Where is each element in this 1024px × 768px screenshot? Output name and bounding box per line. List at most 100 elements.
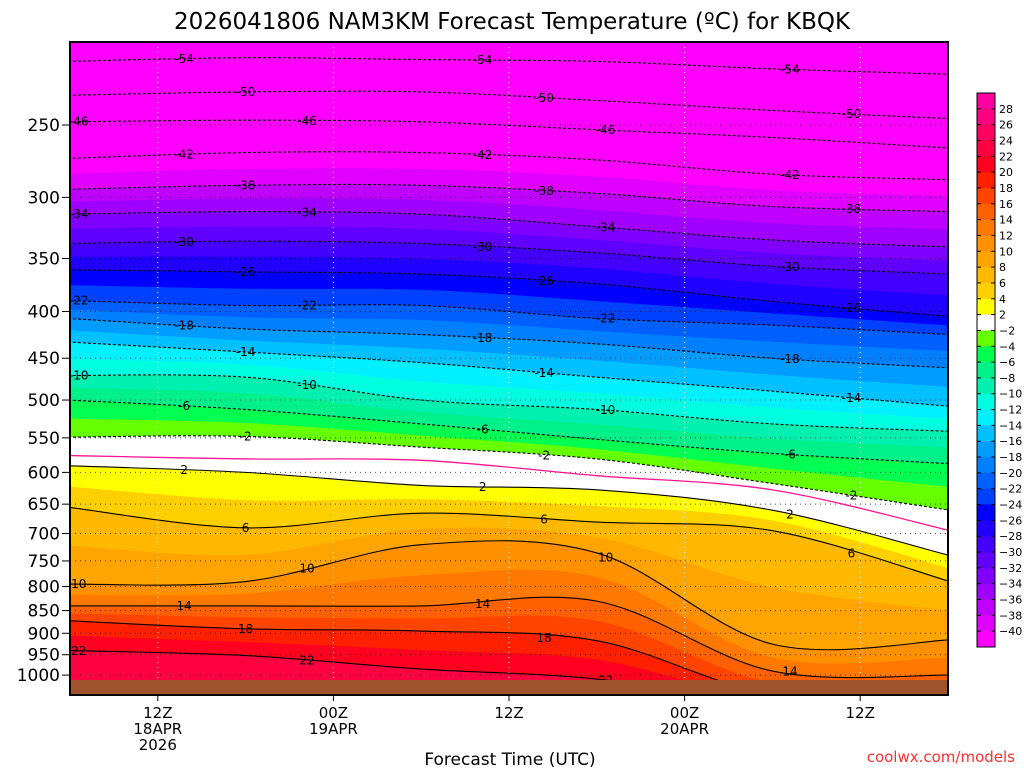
isotherm-label: 2 bbox=[479, 480, 487, 494]
isotherm--42 bbox=[70, 151, 948, 181]
isotherm--30 bbox=[70, 240, 948, 275]
isotherm--38 bbox=[70, 183, 948, 213]
y-tick-label: 350 bbox=[28, 250, 60, 270]
y-tick-label: 550 bbox=[28, 429, 60, 449]
colorbar-swatch bbox=[977, 156, 995, 173]
isotherm--14 bbox=[70, 341, 948, 407]
isotherm--46 bbox=[70, 119, 948, 149]
isotherm-label: 14 bbox=[475, 597, 490, 611]
colorbar-swatch bbox=[977, 425, 995, 442]
colorbar-label: −10 bbox=[999, 388, 1022, 401]
isotherm-label: -22 bbox=[69, 294, 89, 308]
y-tick-label: 1000 bbox=[17, 666, 60, 686]
isotherm-label: -42 bbox=[174, 148, 194, 162]
colorbar-swatch bbox=[977, 441, 995, 458]
colorbar-label: −2 bbox=[999, 324, 1015, 337]
isotherm-label: -18 bbox=[780, 352, 800, 366]
colorbar-label: −36 bbox=[999, 594, 1022, 607]
isotherm-label: 6 bbox=[540, 512, 548, 526]
x-tick-label: 12Z bbox=[846, 704, 875, 722]
colorbar-label: 22 bbox=[999, 150, 1013, 163]
colorbar-label: −12 bbox=[999, 404, 1022, 417]
y-tick-label: 250 bbox=[28, 116, 60, 136]
isotherm-label: 6 bbox=[848, 547, 856, 561]
isotherm-label: -6 bbox=[178, 399, 190, 413]
isotherm-label: -54 bbox=[780, 62, 800, 76]
isotherm-label: -30 bbox=[780, 260, 800, 274]
isotherm-label: -14 bbox=[236, 345, 256, 359]
x-tick-label: 19APR bbox=[309, 720, 358, 738]
colorbar-label: 16 bbox=[999, 198, 1013, 211]
colorbar-label: −38 bbox=[999, 609, 1022, 622]
y-tick-label: 300 bbox=[28, 188, 60, 208]
y-tick-label: 900 bbox=[28, 624, 60, 644]
colorbar-label: 2 bbox=[999, 309, 1006, 322]
colorbar-swatch bbox=[977, 124, 995, 141]
y-tick-label: 450 bbox=[28, 349, 60, 369]
colorbar-swatch bbox=[977, 377, 995, 395]
isotherm--54 bbox=[70, 57, 948, 75]
isotherm-label: -2 bbox=[845, 489, 857, 503]
colorbar-swatch bbox=[977, 615, 995, 632]
isotherm-label: -54 bbox=[473, 53, 493, 67]
colorbar-label: 14 bbox=[999, 214, 1013, 227]
isotherm-label: 2 bbox=[180, 463, 188, 477]
colorbar-label: −26 bbox=[999, 514, 1022, 527]
isotherm-label: -2 bbox=[538, 448, 550, 462]
y-tick-label: 950 bbox=[28, 646, 60, 666]
chart-title: 2026041806 NAM3KM Forecast Temperature (… bbox=[174, 9, 851, 35]
isotherm-10 bbox=[70, 540, 948, 651]
colorbar-frame bbox=[976, 92, 996, 648]
credit-link[interactable]: coolwx.com/models bbox=[867, 748, 1015, 766]
isotherm-label: -42 bbox=[473, 148, 493, 162]
colorbar-swatch bbox=[977, 488, 995, 506]
isotherm-label: -50 bbox=[534, 91, 554, 105]
isotherm-label: -38 bbox=[534, 184, 554, 198]
isotherm-label: 10 bbox=[299, 562, 314, 576]
colorbar-label: −4 bbox=[999, 340, 1015, 353]
colorbar-swatch bbox=[977, 172, 995, 189]
isotherm-label: -26 bbox=[236, 265, 256, 279]
x-tick-label: 18APR bbox=[133, 720, 182, 738]
isotherm-label: -26 bbox=[534, 274, 554, 288]
isotherm-label: -34 bbox=[69, 207, 89, 221]
colorbar-label: 24 bbox=[999, 134, 1013, 147]
colorbar-label: −8 bbox=[999, 372, 1015, 385]
isotherm--18 bbox=[70, 317, 948, 369]
colorbar-label: −34 bbox=[999, 578, 1022, 591]
colorbar-label: −40 bbox=[999, 625, 1022, 638]
colorbar-swatch bbox=[977, 599, 995, 616]
x-tick-label: 00Z bbox=[670, 704, 699, 722]
colorbar-label: 4 bbox=[999, 293, 1006, 306]
isotherm-6 bbox=[70, 506, 948, 582]
isotherm-label: -14 bbox=[842, 391, 862, 405]
y-tick-label: 600 bbox=[28, 463, 60, 483]
isotherm-label: -34 bbox=[596, 220, 616, 234]
isotherm-label: -42 bbox=[780, 168, 800, 182]
isotherm-label: -26 bbox=[842, 301, 862, 315]
colorbar-swatch bbox=[977, 187, 995, 205]
isotherm--26 bbox=[70, 269, 948, 317]
colorbar-swatch bbox=[977, 330, 995, 347]
isotherm-label: -46 bbox=[69, 115, 89, 129]
isotherm-label: -34 bbox=[297, 206, 317, 220]
colorbar-swatch bbox=[977, 267, 995, 284]
colorbar-swatch bbox=[977, 520, 995, 537]
colorbar-swatch bbox=[977, 631, 995, 648]
isotherm--34 bbox=[70, 211, 948, 248]
x-tick-label: 20APR bbox=[660, 720, 709, 738]
x-tick-label: 12Z bbox=[143, 704, 172, 722]
isotherm-label: 18 bbox=[536, 631, 551, 645]
colorbar-swatch bbox=[977, 235, 995, 252]
x-tick-label: 00Z bbox=[319, 704, 348, 722]
colorbar-label: 12 bbox=[999, 229, 1013, 242]
isotherm-label: -38 bbox=[842, 202, 862, 216]
colorbar-label: −30 bbox=[999, 546, 1022, 559]
isotherm-label: -10 bbox=[297, 378, 317, 392]
colorbar-swatch bbox=[977, 203, 995, 221]
isotherm-label: -18 bbox=[174, 318, 194, 332]
colorbar-swatch bbox=[977, 504, 995, 521]
colorbar-label: 6 bbox=[999, 277, 1006, 290]
colorbar-label: −16 bbox=[999, 435, 1022, 448]
isotherm-22 bbox=[70, 650, 699, 695]
